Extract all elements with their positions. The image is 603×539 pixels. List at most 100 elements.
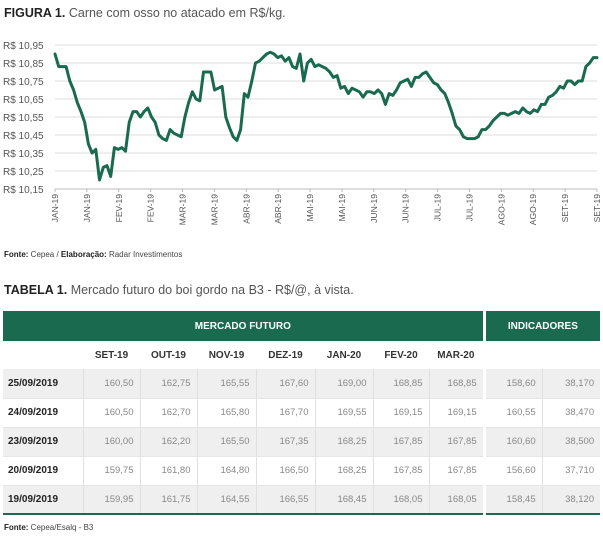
x-tick-label: AGO-19 [496,194,506,225]
table-cell: 160,00 [82,427,140,457]
table-cell: 168,85 [372,369,429,399]
figure-caption: Carne com osso no atacado em R$/kg. [68,6,286,20]
table-cell: 158,60 [482,369,543,399]
table-cell: 169,15 [372,398,429,428]
x-tick-label: JUN-19 [401,194,411,223]
futures-table: MERCADO FUTURO INDICADORES SET-19 OUT-19 N… [3,311,601,515]
column-header: SET-19 [83,341,140,369]
table-source: Fonte: Cepea/Esalq - B3 [4,523,93,532]
table-cell: 168,85 [428,369,485,399]
x-tick-label: MAR-19 [178,194,188,225]
x-tick-label: JUN-19 [369,194,379,223]
column-header: JAN-20 [315,341,373,369]
column-header: FEV-20 [373,341,429,369]
table-cell: 167,85 [372,427,429,457]
x-tick-label: ABR-19 [241,194,251,224]
x-tick-label: FEV-19 [146,194,156,223]
table-cell: 160,55 [482,398,543,428]
table-cell: 159,95 [82,485,140,515]
group-header-indicadores: INDICADORES [482,311,601,341]
y-tick-label: R$ 10,75 [3,77,44,88]
table-cell: 167,35 [255,427,315,457]
figure-title: FIGURA 1. Carne com osso no atacado em R… [4,6,286,20]
figure-source: Fonte: Cepea / Elaboração: Radar Investi… [4,250,182,259]
line-chart: R$ 10,95 R$ 10,85 R$ 10,75 R$ 10,65 R$ 10,55… [3,41,602,225]
table-cell: 160,60 [482,427,543,457]
table-cell: 168,05 [372,485,429,515]
x-tick-label: JAN-19 [82,194,92,223]
table-row: 23/09/2019 160,00 162,20 165,50 167,35 168,25… [3,427,601,457]
x-tick-label: JUL-19 [433,194,443,222]
table-cell: 156,60 [482,456,543,486]
x-tick-label: JAN-19 [50,194,60,223]
table-cell: 160,50 [82,398,140,428]
source-separator: / [54,250,61,259]
table-cell: 165,55 [196,369,256,399]
row-date: 24/09/2019 [3,398,83,428]
table-cell: 167,85 [428,427,485,457]
column-header: NOV-19 [197,341,256,369]
y-tick-label: R$ 10,15 [3,185,44,196]
table-cell: 38,470 [541,398,601,428]
source-value: Cepea [30,250,55,259]
column-header: MAR-20 [429,341,485,369]
table-cell: 168,05 [428,485,485,515]
row-date: 23/09/2019 [3,427,83,457]
y-tick-label: R$ 10,55 [3,113,44,124]
table-cell: 38,500 [541,427,601,457]
x-tick-label: JUL-19 [464,194,474,222]
x-tick-label: SET-19 [592,194,602,223]
table-cell: 169,55 [314,398,373,428]
series-line [53,50,599,182]
table-cell: 162,75 [139,369,197,399]
y-tick-label: R$ 10,45 [3,131,44,142]
x-tick-label: FEV-19 [114,194,124,223]
x-tick-label: ABR-19 [273,194,283,224]
column-header [3,341,83,369]
table-cell: 37,710 [541,456,601,486]
y-tick-label: R$ 10,35 [3,149,44,160]
row-date: 19/09/2019 [3,485,83,515]
table-row: 19/09/2019 159,95 161,75 164,55 166,55 168,45… [3,485,601,515]
table-cell: 160,50 [82,369,140,399]
table-cell: 167,60 [255,369,315,399]
table-cell: 159,75 [82,456,140,486]
group-header-mercado-futuro: MERCADO FUTURO [3,311,485,341]
elaboration-value: Radar Investimentos [108,250,183,259]
table-cell: 165,80 [196,398,256,428]
table-cell: 164,55 [196,485,256,515]
table-row: 20/09/2019 159,75 161,80 164,80 166,50 168,25… [3,456,601,486]
table-cell: 165,50 [196,427,256,457]
table-label: TABELA 1. [4,283,68,297]
table-row: 25/09/2019 160,50 162,75 165,55 167,60 169,00… [3,369,601,399]
table-cell: 38,170 [541,369,601,399]
table-cell: 162,20 [139,427,197,457]
table-cell: 166,55 [255,485,315,515]
x-tick-label: MAI-19 [305,194,315,222]
table-cell: 168,45 [314,485,373,515]
table-caption: Mercado futuro do boi gordo na B3 - R$/@… [70,283,354,297]
table-cell: 168,25 [314,427,373,457]
table-title: TABELA 1. Mercado futuro do boi gordo na… [4,283,354,297]
y-tick-label: R$ 10,85 [3,59,44,70]
table-cell: 169,15 [428,398,485,428]
column-header: OUT-19 [140,341,197,369]
column-header: DEZ-19 [256,341,315,369]
y-tick-label: R$ 10,25 [3,167,44,178]
x-tick-label: MAR-19 [209,194,219,225]
table-cell: 161,80 [139,456,197,486]
table-cell: 168,25 [314,456,373,486]
figure-label: FIGURA 1. [4,6,66,20]
x-tick-label: MAI-19 [337,194,347,222]
source-label: Fonte: [4,250,29,259]
table-cell: 161,75 [139,485,197,515]
row-date: 25/09/2019 [3,369,83,399]
table-cell: 164,80 [196,456,256,486]
y-tick-label: R$ 10,65 [3,95,44,106]
row-date: 20/09/2019 [3,456,83,486]
table-cell: 167,85 [372,456,429,486]
table-source-label: Fonte: [4,523,29,532]
x-tick-label: SET-19 [560,194,570,223]
elaboration-label: Elaboração: [60,250,107,259]
y-tick-label: R$ 10,95 [3,41,44,52]
